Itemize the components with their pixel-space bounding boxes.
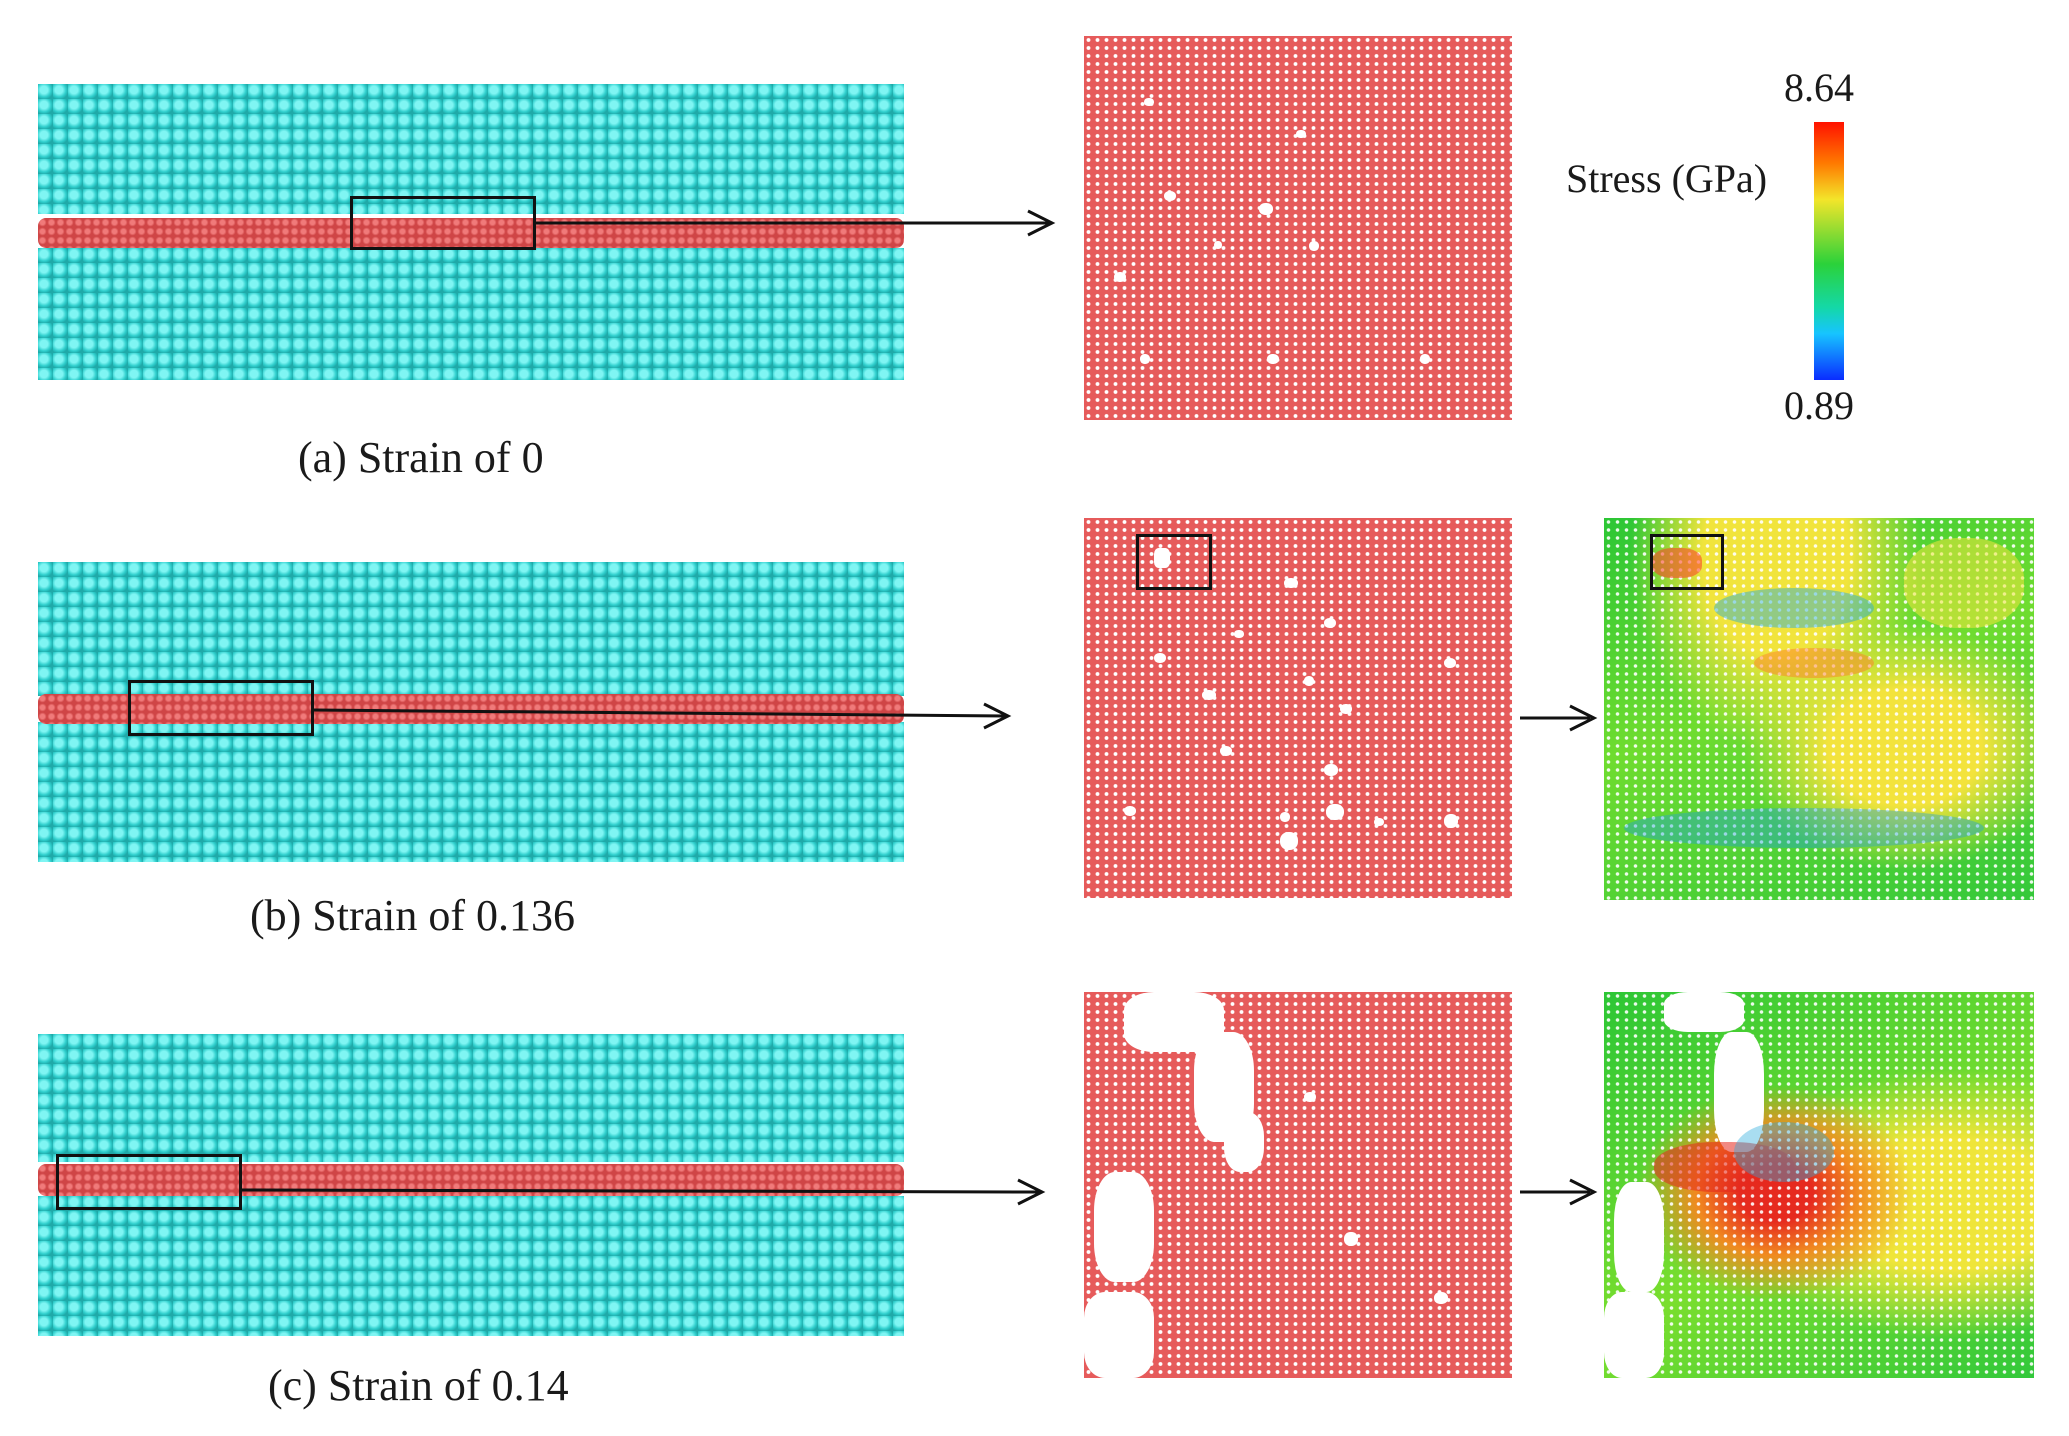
colorbar-max-label: 8.64 [1784, 65, 1854, 110]
panel-c-lattice-zoom [1084, 992, 1512, 1378]
panel-c-lower-slab [38, 1196, 904, 1336]
panel-b-lattice-zoom [1084, 518, 1512, 898]
panel-b-lower-slab [38, 722, 904, 862]
panel-b-interface-layer [38, 694, 904, 724]
panel-a-lower-slab [38, 248, 904, 380]
colorbar-gradient [1814, 122, 1844, 380]
panel-c-selection-box [56, 1154, 242, 1210]
panel-a-interface-layer [38, 218, 904, 248]
panel-c-stress-map [1604, 992, 2034, 1378]
panel-b-caption: (b) Strain of 0.136 [250, 891, 576, 940]
colorbar-min-label: 0.89 [1784, 383, 1854, 428]
panel-a-selection-box [350, 196, 536, 250]
panel-b-selection-box [128, 680, 314, 736]
panel-b-upper-slab [38, 562, 904, 696]
panel-c-caption: (c) Strain of 0.14 [268, 1361, 569, 1410]
panel-a-upper-slab [38, 84, 904, 214]
panel-b-stress-map [1604, 518, 2034, 900]
panel-a-caption: (a) Strain of 0 [298, 433, 544, 482]
panel-c-upper-slab [38, 1034, 904, 1162]
panel-b-lattice-inset-box [1136, 534, 1212, 590]
colorbar-title: Stress (GPa) [1566, 156, 1768, 201]
panel-b-stress-inset-box [1650, 534, 1724, 590]
panel-a-lattice-zoom [1084, 36, 1512, 420]
